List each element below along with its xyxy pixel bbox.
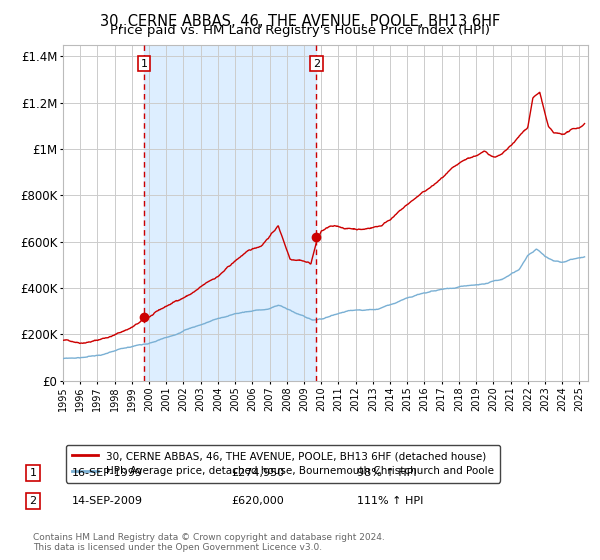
- Text: 2: 2: [313, 59, 320, 69]
- Text: 30, CERNE ABBAS, 46, THE AVENUE, POOLE, BH13 6HF: 30, CERNE ABBAS, 46, THE AVENUE, POOLE, …: [100, 14, 500, 29]
- Text: Contains HM Land Registry data © Crown copyright and database right 2024.: Contains HM Land Registry data © Crown c…: [33, 533, 385, 542]
- Text: This data is licensed under the Open Government Licence v3.0.: This data is licensed under the Open Gov…: [33, 543, 322, 552]
- Text: 16-SEP-1999: 16-SEP-1999: [72, 468, 143, 478]
- Text: 14-SEP-2009: 14-SEP-2009: [72, 496, 143, 506]
- Text: Price paid vs. HM Land Registry's House Price Index (HPI): Price paid vs. HM Land Registry's House …: [110, 24, 490, 36]
- Text: 98% ↑ HPI: 98% ↑ HPI: [357, 468, 416, 478]
- Text: 2: 2: [29, 496, 37, 506]
- Bar: [144, 45, 316, 381]
- Text: £620,000: £620,000: [231, 496, 284, 506]
- Text: £274,950: £274,950: [231, 468, 284, 478]
- Legend: 30, CERNE ABBAS, 46, THE AVENUE, POOLE, BH13 6HF (detached house), HPI: Average : 30, CERNE ABBAS, 46, THE AVENUE, POOLE, …: [65, 445, 500, 483]
- Text: 1: 1: [29, 468, 37, 478]
- Text: 1: 1: [140, 59, 148, 69]
- Text: 111% ↑ HPI: 111% ↑ HPI: [357, 496, 424, 506]
